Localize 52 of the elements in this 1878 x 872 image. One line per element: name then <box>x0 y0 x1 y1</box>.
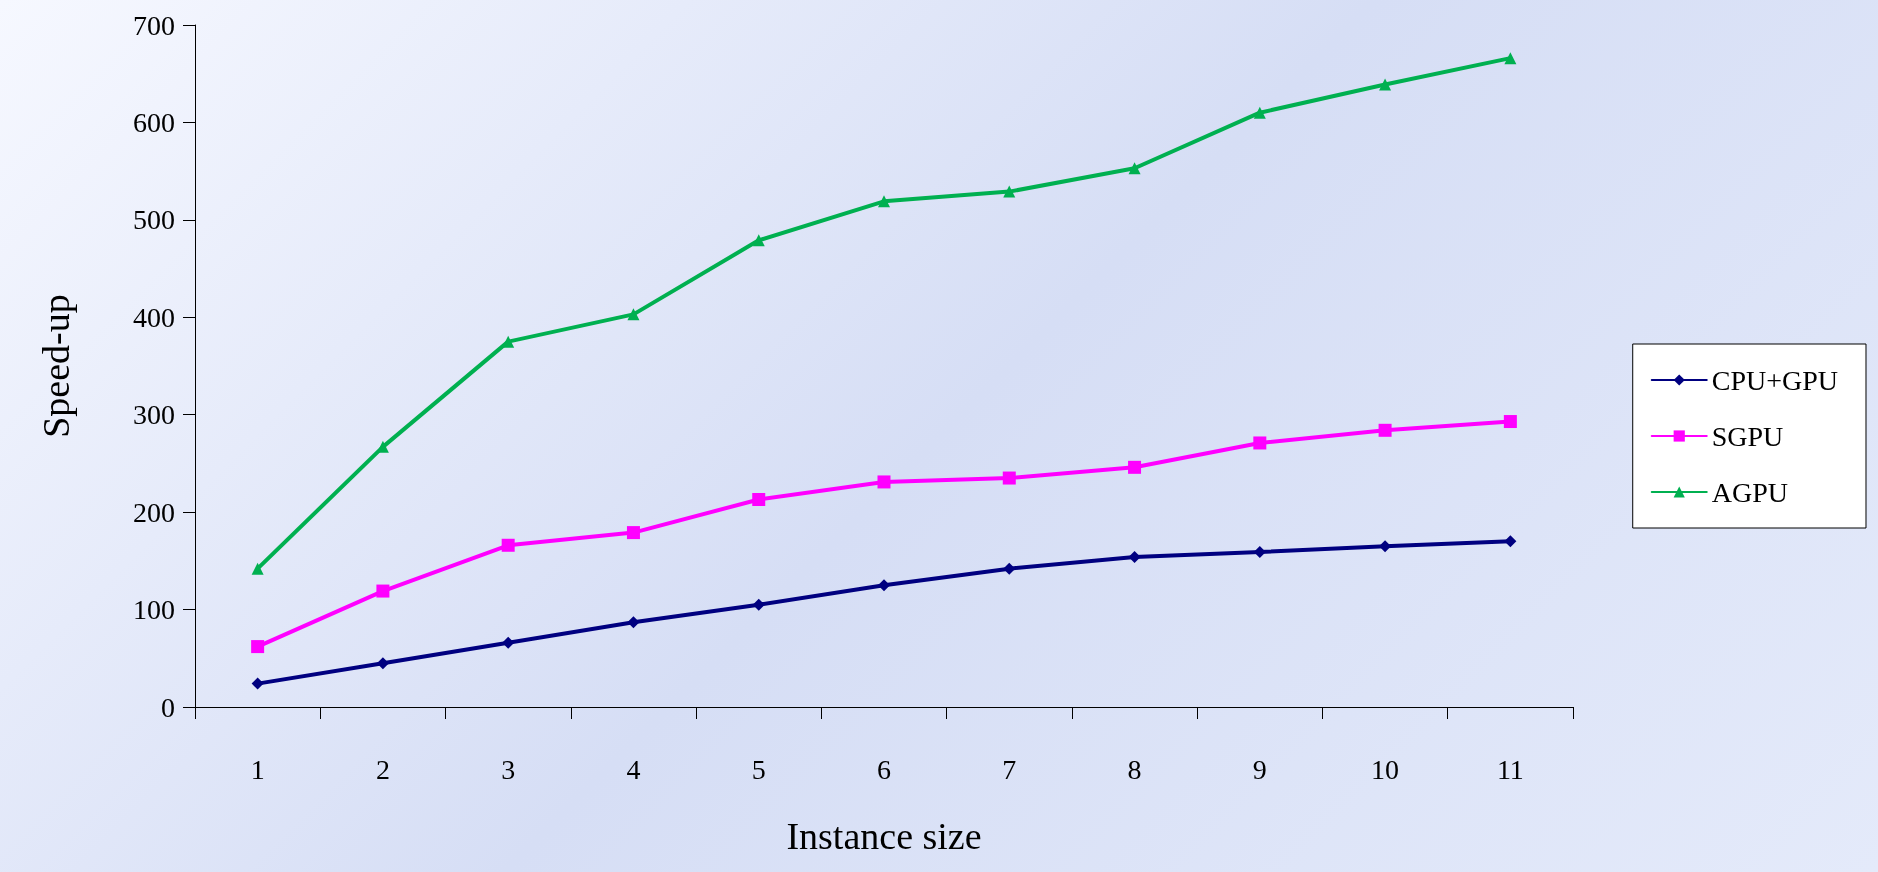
x-tick-label: 10 <box>1371 753 1400 785</box>
x-tick-label: 7 <box>1002 753 1017 785</box>
legend-label: SGPU <box>1711 420 1784 452</box>
point <box>627 616 640 629</box>
point <box>376 584 390 598</box>
x-tick-label: 5 <box>751 753 766 785</box>
y-tick-label: 100 <box>133 594 175 626</box>
x-tick-label: 11 <box>1496 753 1524 785</box>
point <box>877 475 891 489</box>
point <box>1379 78 1392 91</box>
x-tick-label: 2 <box>375 753 390 785</box>
point <box>1253 106 1266 119</box>
point <box>251 640 265 654</box>
point <box>1504 52 1517 65</box>
point <box>501 538 515 552</box>
point <box>1378 423 1392 437</box>
point <box>376 657 389 670</box>
point <box>1128 162 1141 175</box>
point <box>752 234 765 247</box>
legend-label: AGPU <box>1711 476 1788 508</box>
point <box>626 526 640 540</box>
x-tick-label: 9 <box>1252 753 1267 785</box>
x-tick-label: 1 <box>250 753 265 785</box>
point <box>878 579 890 592</box>
point <box>752 598 765 611</box>
y-tick-label: 500 <box>133 204 175 236</box>
point <box>1253 436 1267 450</box>
x-tick-label: 6 <box>877 753 891 785</box>
point <box>878 195 890 208</box>
point <box>752 492 766 506</box>
point <box>502 636 515 649</box>
y-tick-label: 0 <box>161 691 175 723</box>
y-tick-label: 200 <box>133 496 175 528</box>
point <box>251 562 264 575</box>
point <box>1003 185 1016 198</box>
point <box>627 308 640 321</box>
point <box>1504 535 1517 548</box>
point <box>1503 415 1517 429</box>
y-tick-label: 300 <box>133 399 175 431</box>
y-axis-title: Speed-up <box>35 294 77 438</box>
point <box>1128 550 1141 563</box>
x-axis-title: Instance size <box>786 815 982 857</box>
x-tick-label: 3 <box>501 753 516 785</box>
x-tick-label: 8 <box>1127 753 1142 785</box>
y-tick-label: 600 <box>133 106 175 138</box>
x-tick-label: 4 <box>626 753 641 785</box>
y-tick-label: 700 <box>133 9 175 41</box>
point <box>1128 460 1142 474</box>
legend-label: CPU+GPU <box>1711 364 1839 396</box>
point <box>251 677 264 690</box>
y-tick-label: 400 <box>133 301 175 333</box>
point <box>1002 471 1016 485</box>
